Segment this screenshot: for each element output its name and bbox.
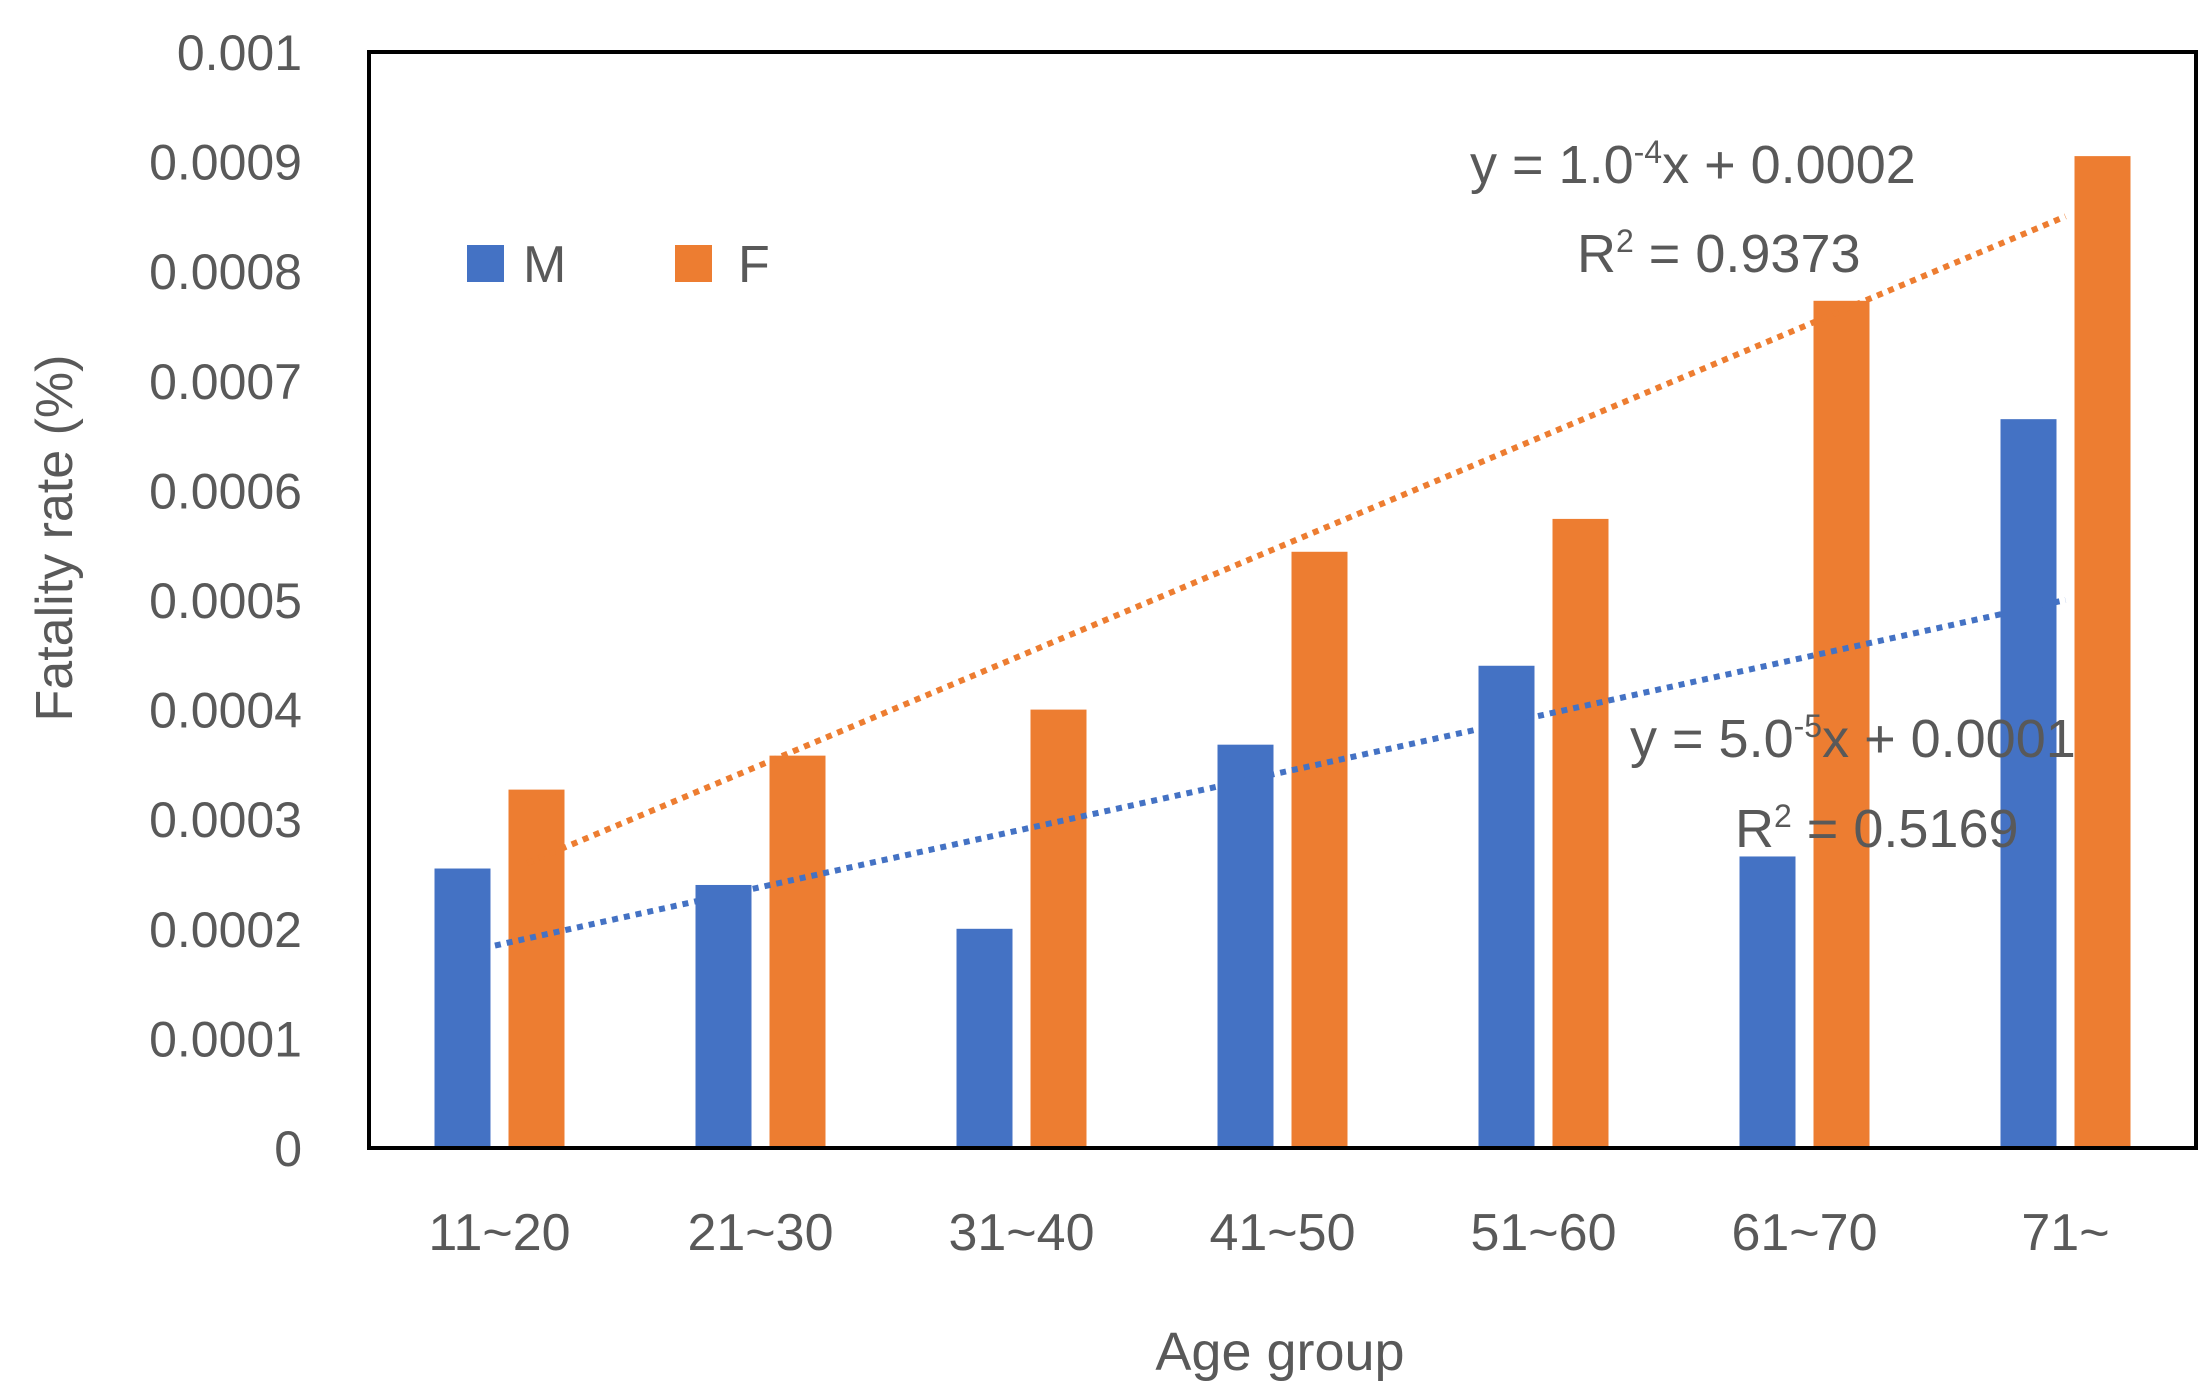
x-tick-label: 21~30 [687, 1204, 833, 1262]
x-tick-label: 51~60 [1470, 1204, 1616, 1262]
x-tick-label: 61~70 [1731, 1204, 1877, 1262]
bar-m-5 [1478, 665, 1535, 1148]
bar-f-4 [1291, 551, 1348, 1148]
legend: M F [467, 236, 770, 294]
bar-f-7 [2074, 156, 2131, 1148]
x-tick-label: 41~50 [1209, 1204, 1355, 1262]
legend-swatch-m [467, 245, 504, 282]
x-tick-label: 71~ [2021, 1204, 2109, 1262]
trendline-f [526, 213, 2067, 866]
equation-m: y = 5.0-5x + 0.0001 [1630, 708, 2076, 769]
equation-f-base: y = 1.0 [1470, 135, 1634, 195]
y-axis-label: Fatality rate (%) [26, 355, 84, 722]
bar-f-3 [1030, 709, 1087, 1148]
y-tick-label: 0.0003 [149, 792, 302, 848]
r2-m: R2 = 0.5169 [1735, 798, 2019, 859]
bar-f-5 [1552, 518, 1609, 1148]
bar-m-1 [434, 868, 491, 1148]
bar-m-4 [1217, 744, 1274, 1148]
x-axis-ticks: 11~20 21~30 31~40 41~50 51~60 61~70 71~ [428, 1204, 2109, 1262]
r2-f-label: R [1577, 224, 1616, 284]
legend-label-m: M [523, 236, 566, 294]
bar-m-3 [956, 928, 1013, 1148]
bar-f-6 [1813, 300, 1870, 1148]
equation-m-base: y = 5.0 [1630, 709, 1794, 769]
r2-f: R2 = 0.9373 [1577, 223, 1861, 284]
r2-f-value: = 0.9373 [1634, 224, 1861, 284]
equation-f: y = 1.0-4x + 0.0002 [1470, 134, 1916, 195]
y-tick-label: 0.0005 [149, 573, 302, 629]
equation-m-exp: -5 [1794, 708, 1822, 744]
r2-m-value: = 0.5169 [1792, 799, 2019, 859]
y-tick-label: 0.0008 [149, 244, 302, 300]
bar-m-7 [2000, 419, 2057, 1148]
trendline-equation-m: y = 5.0-5x + 0.0001 R2 = 0.5169 [1630, 708, 2076, 859]
legend-swatch-f [675, 245, 712, 282]
y-tick-label: 0.0006 [149, 463, 302, 519]
equation-f-exp: -4 [1634, 134, 1662, 170]
x-tick-label: 31~40 [948, 1204, 1094, 1262]
equation-m-tail: x + 0.0001 [1822, 709, 2076, 769]
legend-label-f: F [738, 236, 770, 294]
y-tick-label: 0.0001 [149, 1011, 302, 1067]
r2-m-sup: 2 [1774, 798, 1792, 834]
bar-f-1 [508, 789, 565, 1148]
trendlines [470, 213, 2067, 954]
x-axis-label: Age group [1155, 1322, 1404, 1382]
y-tick-label: 0.001 [177, 25, 302, 81]
bars [434, 156, 2131, 1148]
trendline-m [470, 597, 2067, 954]
y-tick-label: 0.0002 [149, 902, 302, 958]
bar-m-6 [1739, 856, 1796, 1148]
y-tick-label: 0 [274, 1121, 302, 1177]
y-tick-label: 0.0004 [149, 683, 302, 739]
bar-f-2 [769, 755, 826, 1148]
y-axis-ticks: 0 0.0001 0.0002 0.0003 0.0004 0.0005 0.0006 0.0… [149, 25, 302, 1177]
trendline-equation-f: y = 1.0-4x + 0.0002 R2 = 0.9373 [1470, 134, 1916, 284]
x-tick-label: 11~20 [428, 1204, 570, 1262]
y-tick-label: 0.0007 [149, 354, 302, 410]
y-tick-label: 0.0009 [149, 135, 302, 191]
bar-m-2 [695, 884, 752, 1148]
plot-area [367, 50, 2198, 1150]
r2-m-label: R [1735, 799, 1774, 859]
r2-f-sup: 2 [1616, 223, 1634, 259]
equation-f-tail: x + 0.0002 [1662, 135, 1916, 195]
